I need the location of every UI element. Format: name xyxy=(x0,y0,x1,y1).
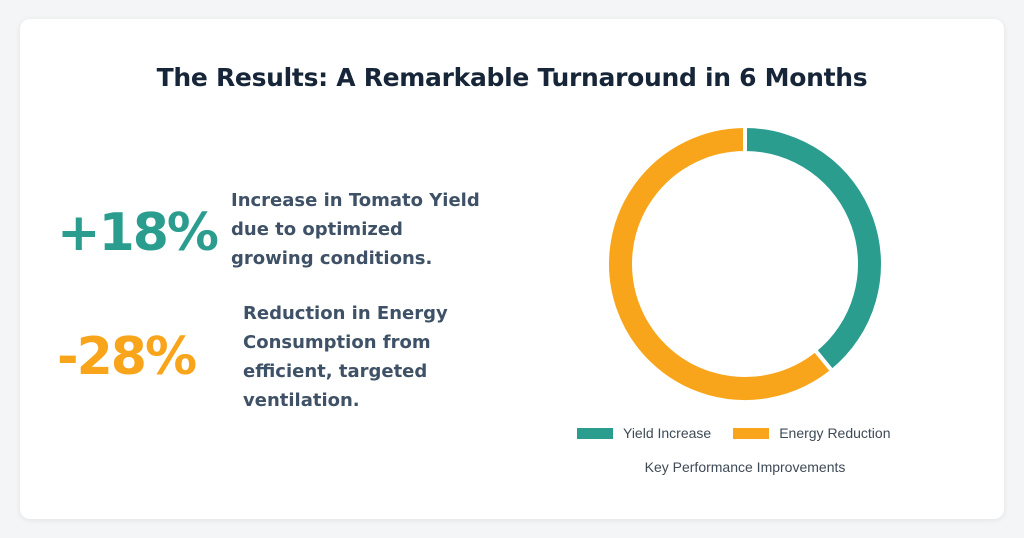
stat-description-line: due to optimized xyxy=(231,219,403,240)
legend-swatch-yield xyxy=(577,427,613,439)
stat-description-line: Consumption from xyxy=(243,332,431,353)
stat-value-energy: -28% xyxy=(57,327,197,387)
results-card: The Results: A Remarkable Turnaround in … xyxy=(20,19,1004,519)
doughnut-chart xyxy=(605,123,885,404)
chart-legend: Yield Increase Energy Reduction xyxy=(577,423,913,443)
stat-description-line: efficient, targeted xyxy=(243,361,428,382)
chart-caption: Key Performance Improvements xyxy=(644,459,846,475)
stat-description-line: Increase in Tomato Yield xyxy=(231,190,480,211)
legend-item-energy[interactable]: Energy Reduction xyxy=(733,425,891,441)
legend-item-yield[interactable]: Yield Increase xyxy=(577,425,711,441)
legend-label-yield: Yield Increase xyxy=(623,425,712,441)
legend-swatch-energy xyxy=(733,427,770,439)
stat-description-line: growing conditions. xyxy=(231,248,433,269)
stat-description-yield: Increase in Tomato Yield due to optimize… xyxy=(231,186,480,273)
stat-description-line: ventilation. xyxy=(243,390,360,411)
doughnut-slice-yield-increase[interactable] xyxy=(743,123,885,374)
legend-label-energy: Energy Reduction xyxy=(779,425,891,441)
stat-description-line: Reduction in Energy xyxy=(243,303,448,324)
doughnut-chart-svg xyxy=(605,123,885,404)
stat-description-energy: Reduction in Energy Consumption from eff… xyxy=(243,299,448,415)
doughnut-slice-energy-reduction[interactable] xyxy=(605,123,835,404)
stat-value-yield: +18% xyxy=(57,203,219,263)
page-title: The Results: A Remarkable Turnaround in … xyxy=(156,63,868,92)
